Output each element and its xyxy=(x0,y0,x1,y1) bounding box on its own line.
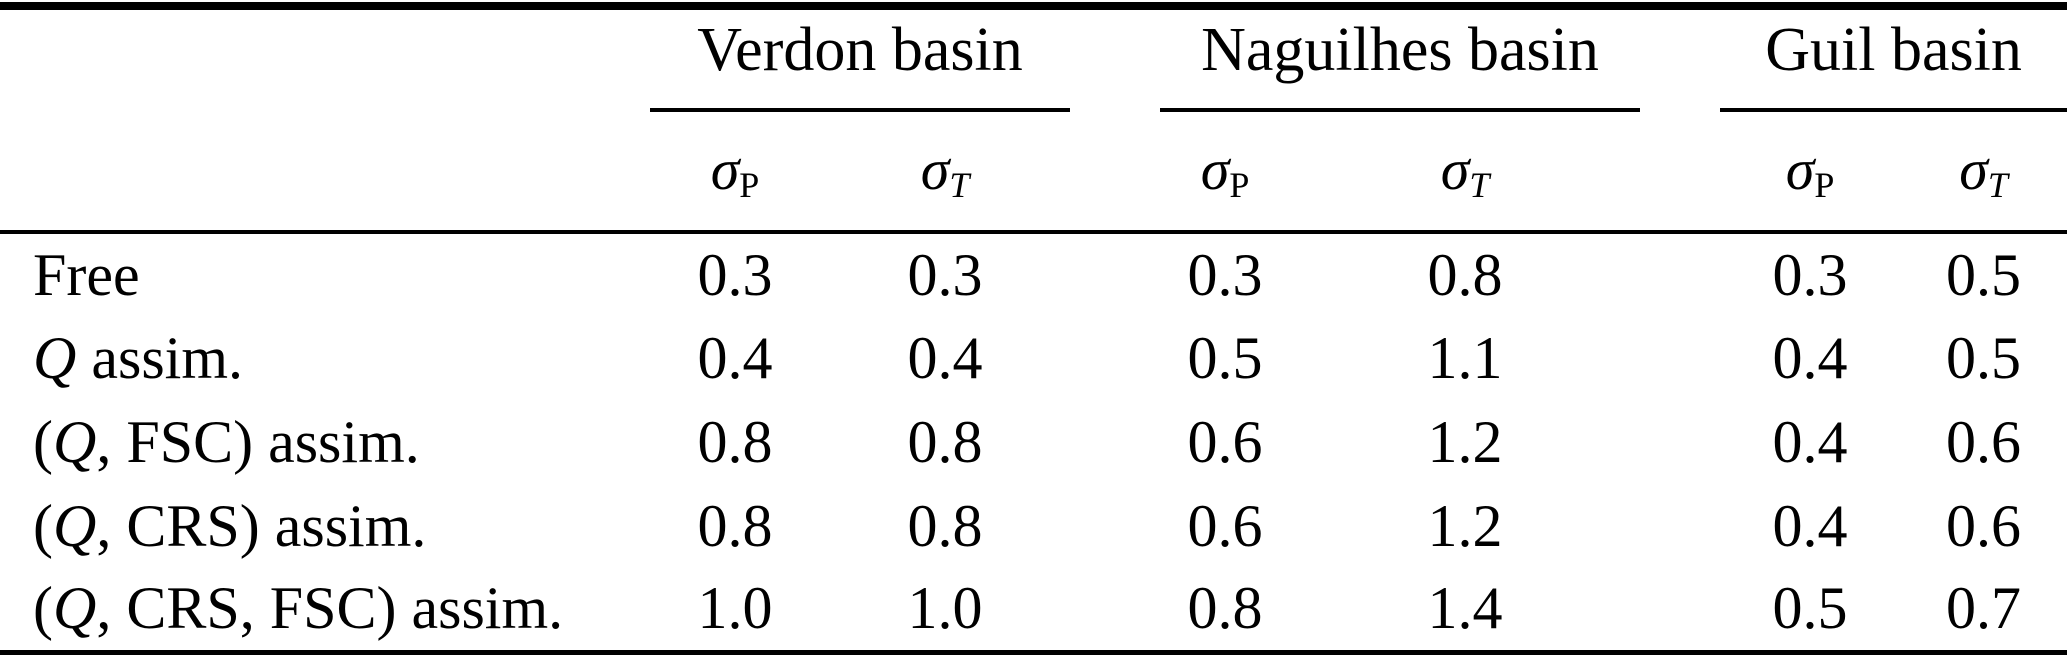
row-label: (Q, CRS, FSC) assim. xyxy=(0,568,650,652)
column-spacer xyxy=(1640,568,1720,652)
sigma-t-subscript: T xyxy=(949,164,970,205)
sigma-symbol: σ xyxy=(1785,137,1815,203)
sigma-p-subscript: P xyxy=(1229,164,1250,205)
column-spacer xyxy=(1070,6,1160,110)
sigma-symbol: σ xyxy=(710,137,740,203)
value-cell: 1.2 xyxy=(1427,492,1503,559)
row-label-post: , CRS, FSC) assim. xyxy=(96,575,564,642)
value-cell: 0.8 xyxy=(907,408,983,475)
value-cell: 0.8 xyxy=(1187,575,1263,642)
sigma-p-header-verdon: σP xyxy=(650,110,820,234)
sigma-t-header-naguilhes: σT xyxy=(1290,110,1641,234)
value-cell: 0.5 xyxy=(1772,575,1848,642)
row-label-q: Q xyxy=(52,575,97,642)
value-cell: 0.4 xyxy=(1772,492,1848,559)
value-cell: 0.8 xyxy=(1427,241,1503,308)
row-label-q: Q xyxy=(33,324,77,391)
value-cell: 0.3 xyxy=(1187,241,1263,308)
value-cell: 0.5 xyxy=(1946,241,2022,308)
column-spacer xyxy=(1070,110,1161,234)
sigma-t-subscript: T xyxy=(1469,164,1490,205)
column-spacer xyxy=(1640,400,1720,484)
column-spacer xyxy=(1640,6,1720,110)
value-cell: 0.6 xyxy=(1187,408,1263,475)
value-cell: 0.8 xyxy=(697,492,773,559)
row-label-pre: ( xyxy=(33,492,53,559)
column-spacer xyxy=(1070,484,1160,568)
value-cell: 0.3 xyxy=(1772,241,1848,308)
value-cell: 0.5 xyxy=(1946,324,2022,391)
sigma-header-row: σP σT σP σT σP σT xyxy=(0,110,2067,234)
value-cell: 0.5 xyxy=(1187,324,1263,391)
row-label-pre: ( xyxy=(33,575,53,642)
row-label-post: , CRS) assim. xyxy=(96,492,427,559)
row-label-post: assim. xyxy=(76,324,244,391)
row-label-post: , FSC) assim. xyxy=(96,408,420,475)
corner-cell xyxy=(0,110,650,234)
row-label: (Q, FSC) assim. xyxy=(0,400,650,484)
value-cell: 1.4 xyxy=(1427,575,1503,642)
value-cell: 0.4 xyxy=(1772,408,1848,475)
group-header-guil: Guil basin xyxy=(1720,6,2067,112)
sigma-symbol: σ xyxy=(1959,137,1988,203)
value-cell: 0.4 xyxy=(697,324,773,391)
value-cell: 0.8 xyxy=(907,492,983,559)
sigma-symbol: σ xyxy=(920,137,950,203)
sigma-p-subscript: P xyxy=(1814,164,1835,205)
row-label: (Q, CRS) assim. xyxy=(0,484,650,568)
row-label-pre: Free xyxy=(33,241,140,308)
column-spacer xyxy=(1640,232,1720,316)
column-spacer xyxy=(1070,400,1160,484)
value-cell: 0.3 xyxy=(907,241,983,308)
sigma-symbol: σ xyxy=(1440,137,1470,203)
group-header-verdon: Verdon basin xyxy=(650,6,1071,112)
column-spacer xyxy=(1640,316,1720,400)
sigma-p-subscript: P xyxy=(739,164,760,205)
value-cell: 0.6 xyxy=(1187,492,1263,559)
sigma-t-header-verdon: σT xyxy=(820,110,1071,234)
sigma-p-header-guil: σP xyxy=(1720,110,1901,234)
value-cell: 0.6 xyxy=(1946,408,2022,475)
value-cell: 0.7 xyxy=(1946,575,2022,642)
value-cell: 0.4 xyxy=(907,324,983,391)
table-row-q-fsc-assim: (Q, FSC) assim. 0.8 0.8 0.6 1.2 0.4 0.6 xyxy=(0,400,2067,484)
group-header-naguilhes: Naguilhes basin xyxy=(1160,6,1641,112)
basin-header-row: Verdon basin Naguilhes basin Guil basin xyxy=(0,6,2067,112)
value-cell: 1.1 xyxy=(1427,324,1503,391)
value-cell: 1.0 xyxy=(697,575,773,642)
table-row-free: Free 0.3 0.3 0.3 0.8 0.3 0.5 xyxy=(0,232,2067,316)
column-spacer xyxy=(1070,568,1160,652)
row-label-pre: ( xyxy=(33,408,53,475)
row-label: Q assim. xyxy=(0,316,650,400)
value-cell: 1.0 xyxy=(907,575,983,642)
sigma-t-subscript: T xyxy=(1987,164,2008,205)
results-table: Verdon basin Naguilhes basin Guil basin … xyxy=(0,2,2067,655)
row-label: Free xyxy=(0,232,650,316)
sigma-t-header-guil: σT xyxy=(1900,110,2067,234)
sigma-p-header-naguilhes: σP xyxy=(1160,110,1291,234)
table-row-q-crs-fsc-assim: (Q, CRS, FSC) assim. 1.0 1.0 0.8 1.4 0.5… xyxy=(0,568,2067,652)
sigma-symbol: σ xyxy=(1200,137,1230,203)
value-cell: 0.4 xyxy=(1772,324,1848,391)
column-spacer xyxy=(1640,110,1721,234)
column-spacer xyxy=(1070,316,1160,400)
value-cell: 1.2 xyxy=(1427,408,1503,475)
value-cell: 0.8 xyxy=(697,408,773,475)
corner-cell xyxy=(0,6,650,110)
value-cell: 0.3 xyxy=(697,241,773,308)
value-cell: 0.6 xyxy=(1946,492,2022,559)
table-row-q-crs-assim: (Q, CRS) assim. 0.8 0.8 0.6 1.2 0.4 0.6 xyxy=(0,484,2067,568)
column-spacer xyxy=(1640,484,1720,568)
table-row-q-assim: Q assim. 0.4 0.4 0.5 1.1 0.4 0.5 xyxy=(0,316,2067,400)
row-label-q: Q xyxy=(52,492,97,559)
row-label-q: Q xyxy=(52,408,97,475)
column-spacer xyxy=(1070,232,1160,316)
